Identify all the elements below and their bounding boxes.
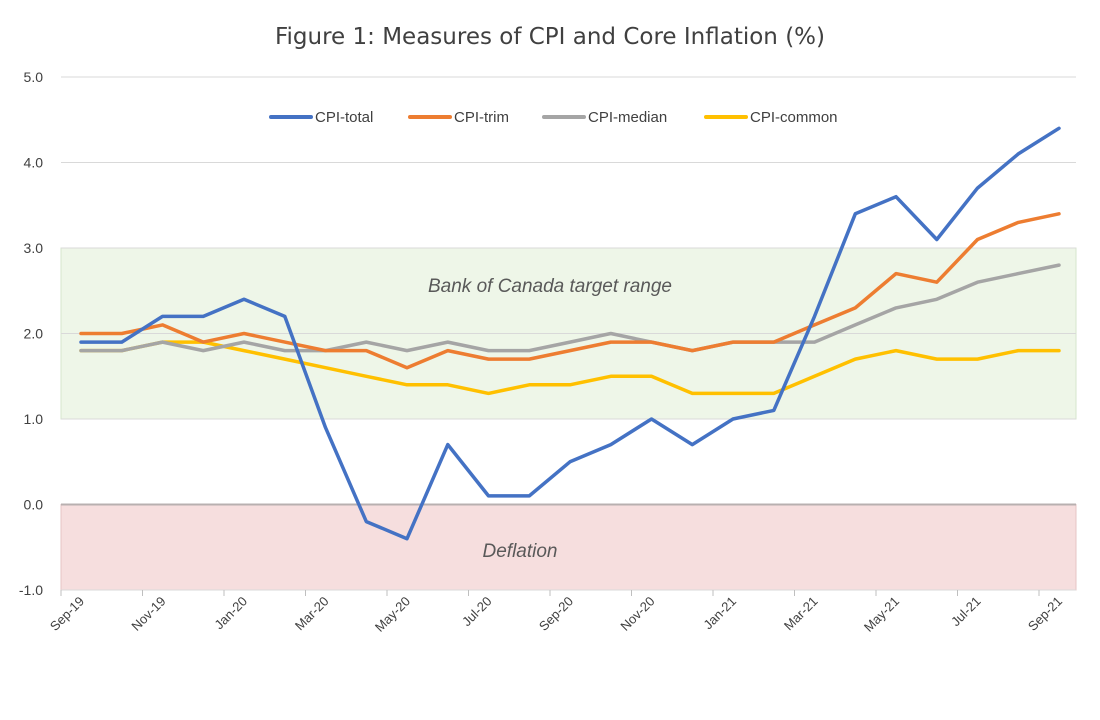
legend-label-cpi-common: CPI-common xyxy=(750,109,838,126)
y-tick-label: 5.0 xyxy=(24,69,44,85)
x-tick-label: Jan-21 xyxy=(700,594,739,633)
x-tick-label: Nov-20 xyxy=(617,594,657,634)
series-line-cpi-common xyxy=(79,340,1061,396)
x-tick-label: Mar-21 xyxy=(781,594,821,634)
x-axis-ticks: Sep-19 Nov-19 Jan-20 Mar-20 May-20 Jul-20 Sep-… xyxy=(47,589,1076,635)
x-tick-label: Sep-21 xyxy=(1025,594,1065,634)
x-tick-label: May-21 xyxy=(861,594,902,635)
y-tick-label: 4.0 xyxy=(24,155,44,171)
x-tick-label: Nov-19 xyxy=(128,594,168,634)
deflation-label: Deflation xyxy=(483,541,558,562)
legend: CPI-total CPI-trim CPI-median CPI-common xyxy=(269,109,838,126)
x-tick-label: Mar-20 xyxy=(292,594,332,634)
y-tick-label: 1.0 xyxy=(24,411,44,427)
x-tick-label: Sep-20 xyxy=(536,594,576,634)
y-tick-label: 2.0 xyxy=(24,326,44,342)
y-axis-ticks: 5.0 4.0 3.0 2.0 1.0 0.0 -1.0 xyxy=(19,69,43,598)
x-tick-label: Jul-20 xyxy=(459,594,495,630)
y-tick-label: 3.0 xyxy=(24,240,44,256)
legend-label-cpi-total: CPI-total xyxy=(315,109,373,126)
chart-title: Figure 1: Measures of CPI and Core Infla… xyxy=(275,24,825,50)
series-line-cpi-median xyxy=(79,263,1061,353)
x-tick-label: Jul-21 xyxy=(948,594,984,630)
band-labels: Bank of Canada target range Deflation xyxy=(428,276,672,562)
y-tick-label: -1.0 xyxy=(19,582,43,598)
target-range-label: Bank of Canada target range xyxy=(428,276,672,297)
x-tick-label: Sep-19 xyxy=(47,594,87,634)
series-line-cpi-trim xyxy=(79,212,1061,370)
x-tick-label: Jan-20 xyxy=(211,594,250,633)
series-line-cpi-total xyxy=(79,126,1061,541)
legend-label-cpi-median: CPI-median xyxy=(588,109,667,126)
x-tick-label: May-20 xyxy=(372,594,413,635)
y-tick-label: 0.0 xyxy=(24,497,44,513)
legend-label-cpi-trim: CPI-trim xyxy=(454,109,509,126)
deflation-band xyxy=(60,504,1077,591)
series-layer xyxy=(79,126,1061,541)
